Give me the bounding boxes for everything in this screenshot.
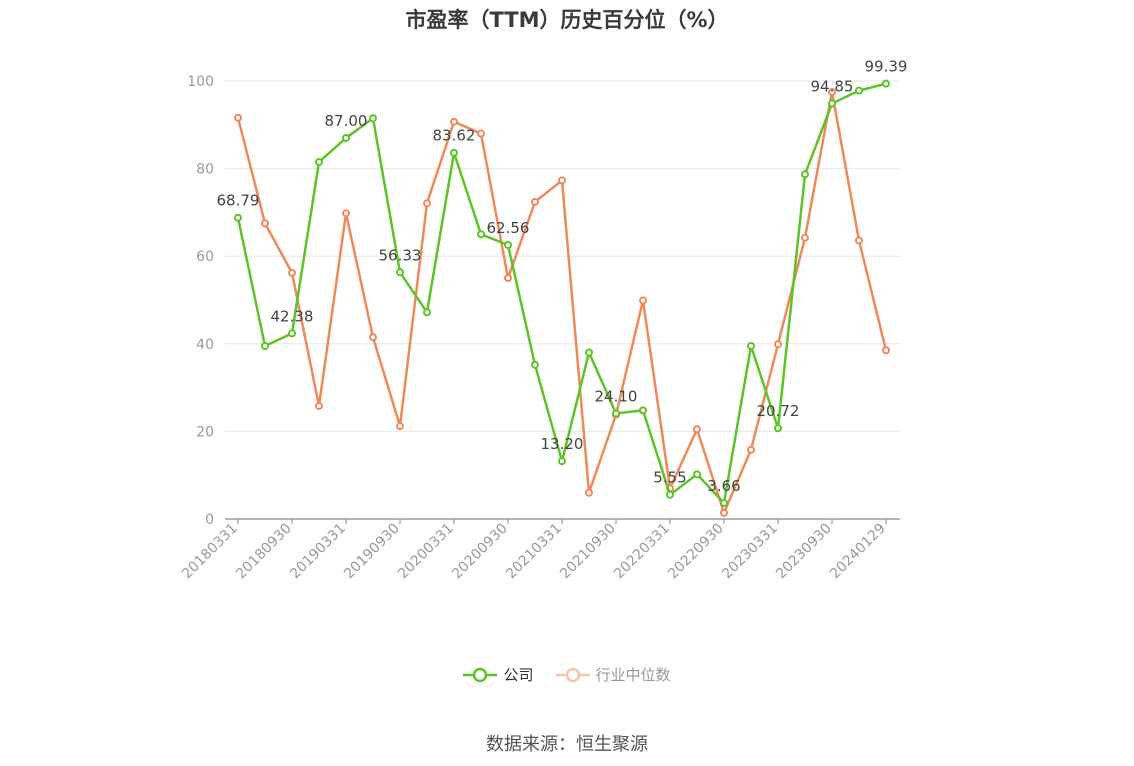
data-point [288,329,296,338]
data-point [396,422,404,431]
data-point [261,341,269,350]
chart-title: 市盈率（TTM）历史百分位（%） [405,8,729,32]
data-point [612,409,620,418]
data-point [342,133,350,142]
y-tick-label: 0 [205,512,214,528]
x-tick-label: 20210930 [557,521,619,583]
legend-line-icon [463,667,498,682]
data-point [288,268,296,277]
data-point [828,87,836,96]
legend-item-company[interactable]: 公司 [463,664,534,685]
x-tick-label: 20190930 [341,521,403,583]
data-point [693,425,701,434]
data-label: 56.33 [379,246,422,264]
data-point [531,197,539,206]
legend-label-industry: 行业中位数 [595,666,671,684]
data-point [855,236,863,245]
data-label: 83.62 [433,127,476,145]
legend-item-industry[interactable]: 行业中位数 [555,664,671,685]
data-label: 68.79 [217,192,260,210]
data-source: 数据来源：恒生聚源 [486,734,648,755]
x-tick-label: 20220930 [665,521,727,583]
x-tick-label: 20190331 [287,521,349,583]
data-point [774,424,782,433]
x-tick-label: 20240129 [827,521,889,583]
y-tick-label: 100 [187,74,214,90]
data-label: 94.85 [811,78,854,96]
data-label: 3.66 [707,477,740,495]
x-tick-label: 20180331 [179,521,241,583]
data-point [558,176,566,185]
data-point [855,86,863,95]
data-point [666,490,674,499]
data-point [450,117,458,126]
data-label: 42.38 [271,307,314,325]
data-point [531,360,539,369]
data-point [342,209,350,218]
data-label: 99.39 [865,58,908,76]
y-tick-label: 60 [196,249,214,265]
data-point [639,406,647,415]
data-point [558,457,566,466]
legend-line-icon [555,667,590,682]
data-point [450,148,458,157]
data-point [882,346,890,355]
data-point [261,219,269,228]
data-point [720,498,728,507]
data-point [504,240,512,249]
x-tick-label: 20200930 [449,521,511,583]
data-point [504,274,512,283]
data-point [693,470,701,479]
data-point [396,268,404,277]
data-point [747,341,755,350]
data-point [882,79,890,88]
data-point [720,508,728,517]
data-point [234,113,242,122]
data-label: 5.55 [653,469,686,487]
data-point [585,348,593,357]
y-tick-label: 40 [196,337,214,353]
data-point [423,308,431,317]
data-label: 20.72 [757,402,800,420]
data-point [369,333,377,342]
x-tick-label: 20220331 [611,521,673,583]
data-point [234,213,242,222]
y-tick-label: 20 [196,424,214,440]
data-label: 13.20 [541,435,584,453]
data-point [315,158,323,167]
data-label: 87.00 [325,112,368,130]
data-label: 24.10 [595,387,638,405]
data-point [774,340,782,349]
data-label: 62.56 [487,219,530,237]
y-tick-label: 80 [196,162,214,178]
data-point [639,296,647,305]
data-point [477,129,485,138]
data-point [747,445,755,454]
legend-label-company: 公司 [503,666,534,684]
x-tick-label: 20210331 [503,521,565,583]
data-point [801,170,809,179]
data-point [315,401,323,410]
x-tick-label: 20200331 [395,521,457,583]
data-point [828,99,836,108]
data-point [801,233,809,242]
data-point [423,199,431,208]
x-tick-label: 20230331 [719,521,781,583]
x-tick-label: 20230930 [773,521,835,583]
x-tick-label: 20180930 [233,521,295,583]
data-point [477,230,485,239]
data-point [369,114,377,123]
data-point [585,488,593,497]
legend: 公司 行业中位数 [0,664,1134,685]
